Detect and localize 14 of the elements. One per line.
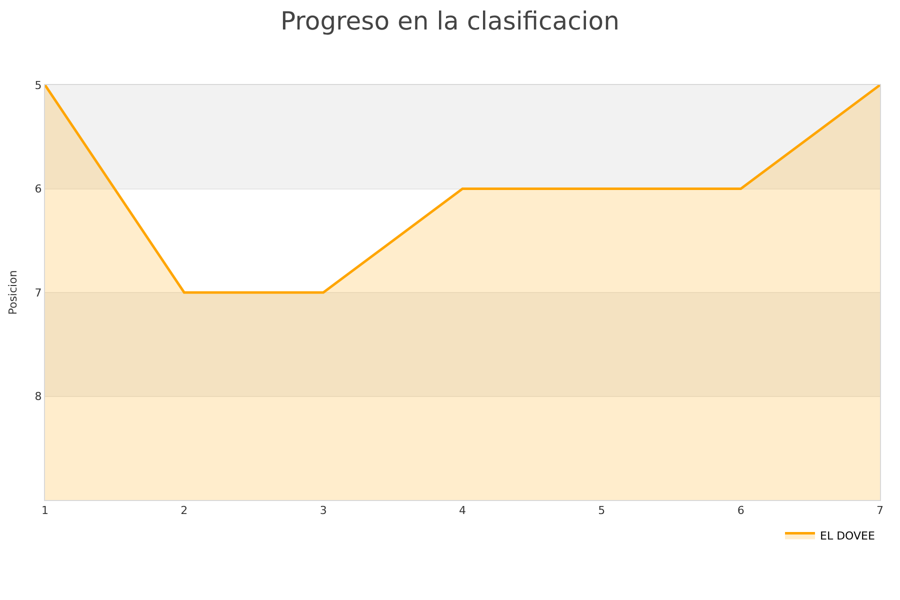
legend-label: EL DOVEE xyxy=(820,530,875,543)
x-tick-label: 1 xyxy=(42,504,48,518)
x-tick-label: 6 xyxy=(737,504,744,518)
x-tick-label: 3 xyxy=(320,504,327,518)
y-tick-label: 7 xyxy=(34,286,42,300)
x-tick-label: 7 xyxy=(876,504,884,518)
x-tick-label: 5 xyxy=(598,504,606,518)
chart-title: Progreso en la clasificacion xyxy=(280,6,620,36)
y-tick-label: 6 xyxy=(34,182,42,196)
x-tick-label: 4 xyxy=(459,504,466,518)
y-tick-label: 8 xyxy=(34,390,42,404)
y-tick-label: 5 xyxy=(34,78,42,92)
y-axis-title: Posicion xyxy=(6,270,20,315)
x-tick-label: 2 xyxy=(180,504,188,518)
